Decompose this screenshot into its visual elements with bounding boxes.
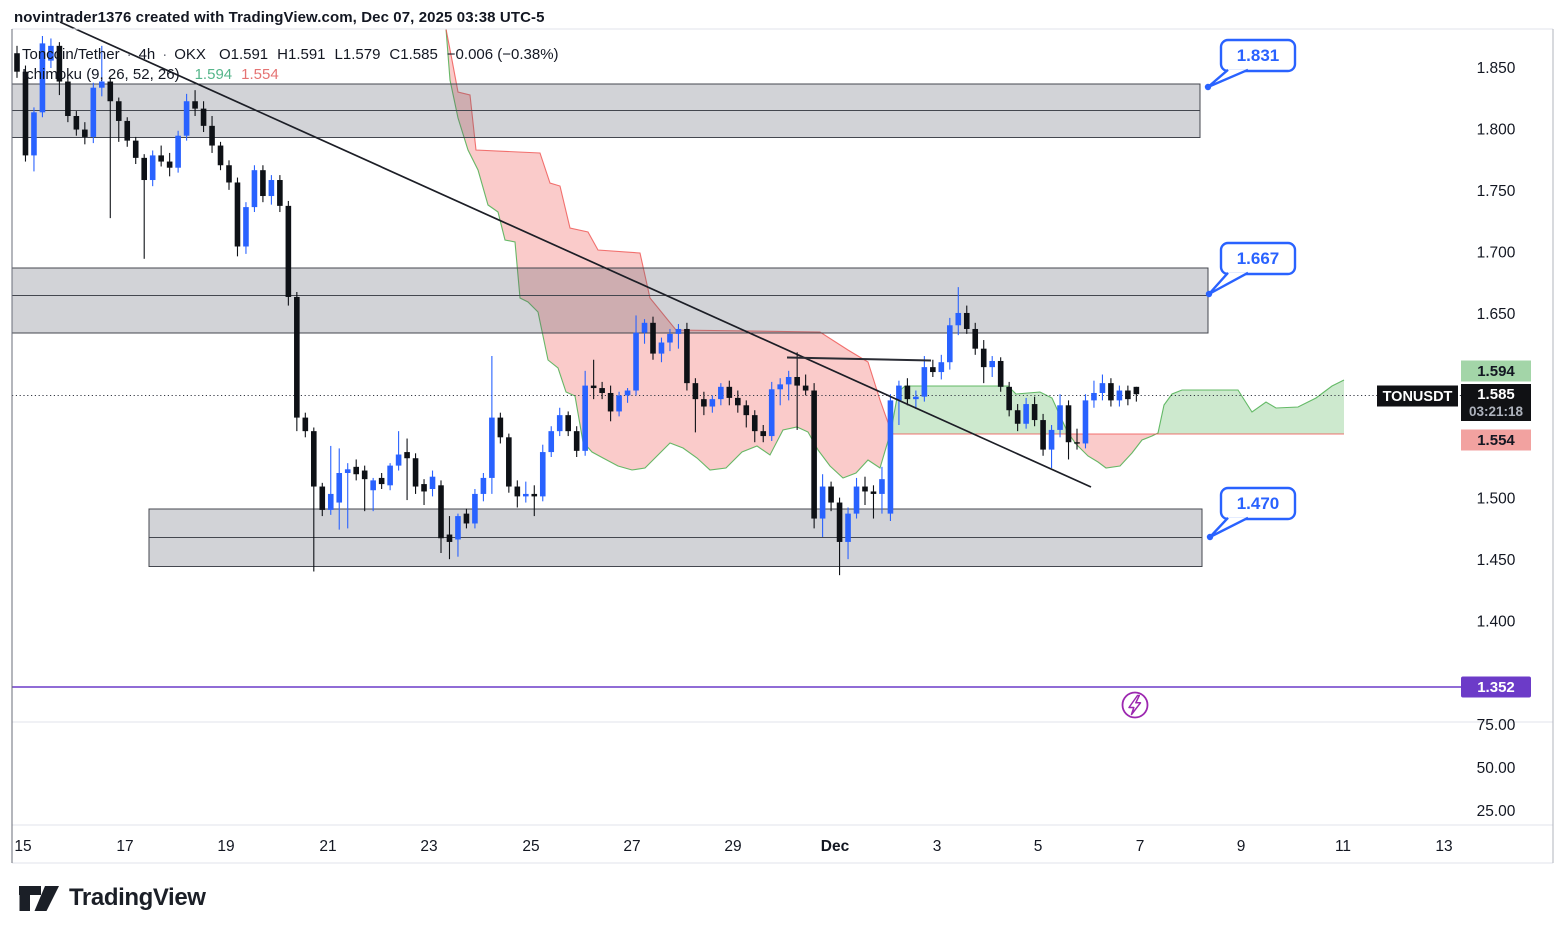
- symbol-pill: [1377, 385, 1458, 407]
- change-value: −0.006 (−0.38%): [446, 46, 559, 63]
- time-tick-label: 15: [14, 838, 31, 855]
- price-zone-1[interactable]: [11, 83, 1201, 138]
- callout-anchor-dot: [1204, 83, 1212, 91]
- lead1-price-badge: [1461, 360, 1531, 382]
- purple-level-badge: [1461, 676, 1531, 698]
- time-tick-label: 27: [623, 838, 640, 855]
- candlestick-series: [14, 35, 1140, 576]
- price-tick-label: 1.700: [1477, 245, 1516, 262]
- time-tick-label: 11: [1335, 838, 1351, 855]
- separator: ·: [126, 46, 132, 63]
- symbol-legend-row: Toncoin/Tether · 4h · OKX O1.591 H1.591 …: [22, 45, 559, 65]
- symbol-pill-text: TONUSDT: [1383, 389, 1453, 405]
- price-scale[interactable]: 1.850 1.800 1.750 1.700 1.650 1.500 1.450 1.400…: [1477, 60, 1516, 820]
- time-tick-label: 13: [1435, 838, 1452, 855]
- separator: ·: [162, 46, 168, 63]
- price-tick-label: 1.450: [1477, 552, 1516, 569]
- time-tick-label: 29: [724, 838, 741, 855]
- descending-trendline[interactable]: [59, 21, 1092, 488]
- symbol-title[interactable]: Toncoin/Tether: [22, 46, 120, 63]
- watermark: novintrader1376 created with TradingView…: [14, 9, 545, 26]
- low-value: L1.579: [334, 46, 381, 63]
- volume-tick-label: 25.00: [1477, 803, 1516, 820]
- time-tick-label: 25: [522, 838, 539, 855]
- high-value: H1.591: [277, 46, 326, 63]
- svg-text:1.554: 1.554: [1477, 432, 1515, 449]
- price-callout-1.667[interactable]: 1.667: [1205, 241, 1297, 298]
- open-value: O1.591: [218, 46, 269, 63]
- time-tick-label: 9: [1237, 838, 1246, 855]
- ichimoku-lead1-value: 1.594: [194, 66, 233, 83]
- callout-price-label: 1.831: [1237, 46, 1280, 65]
- callout-price-label: 1.667: [1237, 249, 1280, 268]
- lead2-price-badge: [1461, 429, 1531, 451]
- time-tick-label: Dec: [821, 838, 850, 855]
- time-tick-label: 23: [420, 838, 437, 855]
- price-tick-label: 1.850: [1477, 60, 1516, 77]
- last-price-value: 1.585: [1477, 386, 1515, 403]
- price-zone-2[interactable]: [11, 267, 1209, 334]
- time-tick-label: 5: [1034, 838, 1043, 855]
- volume-tick-label: 50.00: [1477, 760, 1516, 777]
- tradingview-mark-icon: [19, 885, 59, 911]
- time-tick-label: 7: [1136, 838, 1145, 855]
- tradingview-logo-text: TradingView: [69, 884, 206, 911]
- callout-anchor-dot: [1205, 290, 1213, 298]
- price-callout-1.470[interactable]: 1.470: [1206, 486, 1297, 541]
- senkou-span-b-line: [445, 28, 1344, 435]
- price-tick-label: 1.800: [1477, 122, 1516, 139]
- price-tick-label: 1.400: [1477, 614, 1516, 631]
- svg-text:1.594: 1.594: [1477, 363, 1515, 380]
- time-tick-label: 19: [217, 838, 234, 855]
- bar-countdown: 03:21:18: [1469, 404, 1524, 419]
- interval-label[interactable]: 4h: [138, 46, 156, 63]
- supply-demand-zones[interactable]: [11, 83, 1209, 567]
- exchange-label[interactable]: OKX: [174, 46, 206, 63]
- price-tick-label: 1.500: [1477, 491, 1516, 508]
- legend: Toncoin/Tether · 4h · OKX O1.591 H1.591 …: [22, 45, 559, 85]
- callout-anchor-dot: [1206, 533, 1214, 541]
- price-tick-label: 1.650: [1477, 306, 1516, 323]
- time-tick-label: 21: [319, 838, 336, 855]
- price-zone-3[interactable]: [148, 508, 1203, 567]
- ohlc-values: O1.591 H1.591 L1.579 C1.585 −0.006 (−0.3…: [219, 45, 559, 65]
- ichimoku-lead2-value: 1.554: [241, 66, 279, 83]
- price-callout-1.831[interactable]: 1.831: [1204, 38, 1297, 91]
- indicator-label[interactable]: Ichimoku (9, 26, 52, 26): [22, 66, 180, 83]
- svg-text:1.352: 1.352: [1477, 679, 1515, 696]
- time-tick-label: 3: [933, 838, 942, 855]
- volume-tick-label: 75.00: [1477, 717, 1516, 734]
- indicator-legend-row: Ichimoku (9, 26, 52, 26) 1.594 1.554: [22, 65, 559, 85]
- horizontal-segment[interactable]: [786, 356, 932, 362]
- callout-price-label: 1.470: [1237, 494, 1280, 513]
- lightning-marker-icon[interactable]: [1121, 691, 1149, 719]
- close-value: C1.585: [389, 46, 438, 63]
- last-price-badge: [1461, 384, 1531, 421]
- chart-borders: [11, 28, 1554, 864]
- tradingview-logo[interactable]: TradingView: [18, 884, 206, 912]
- time-scale[interactable]: 15 17 19 21 23 25 27 29 Dec 3 5 7 9 11 13: [14, 838, 1452, 855]
- price-tick-label: 1.750: [1477, 183, 1516, 200]
- time-tick-label: 17: [116, 838, 133, 855]
